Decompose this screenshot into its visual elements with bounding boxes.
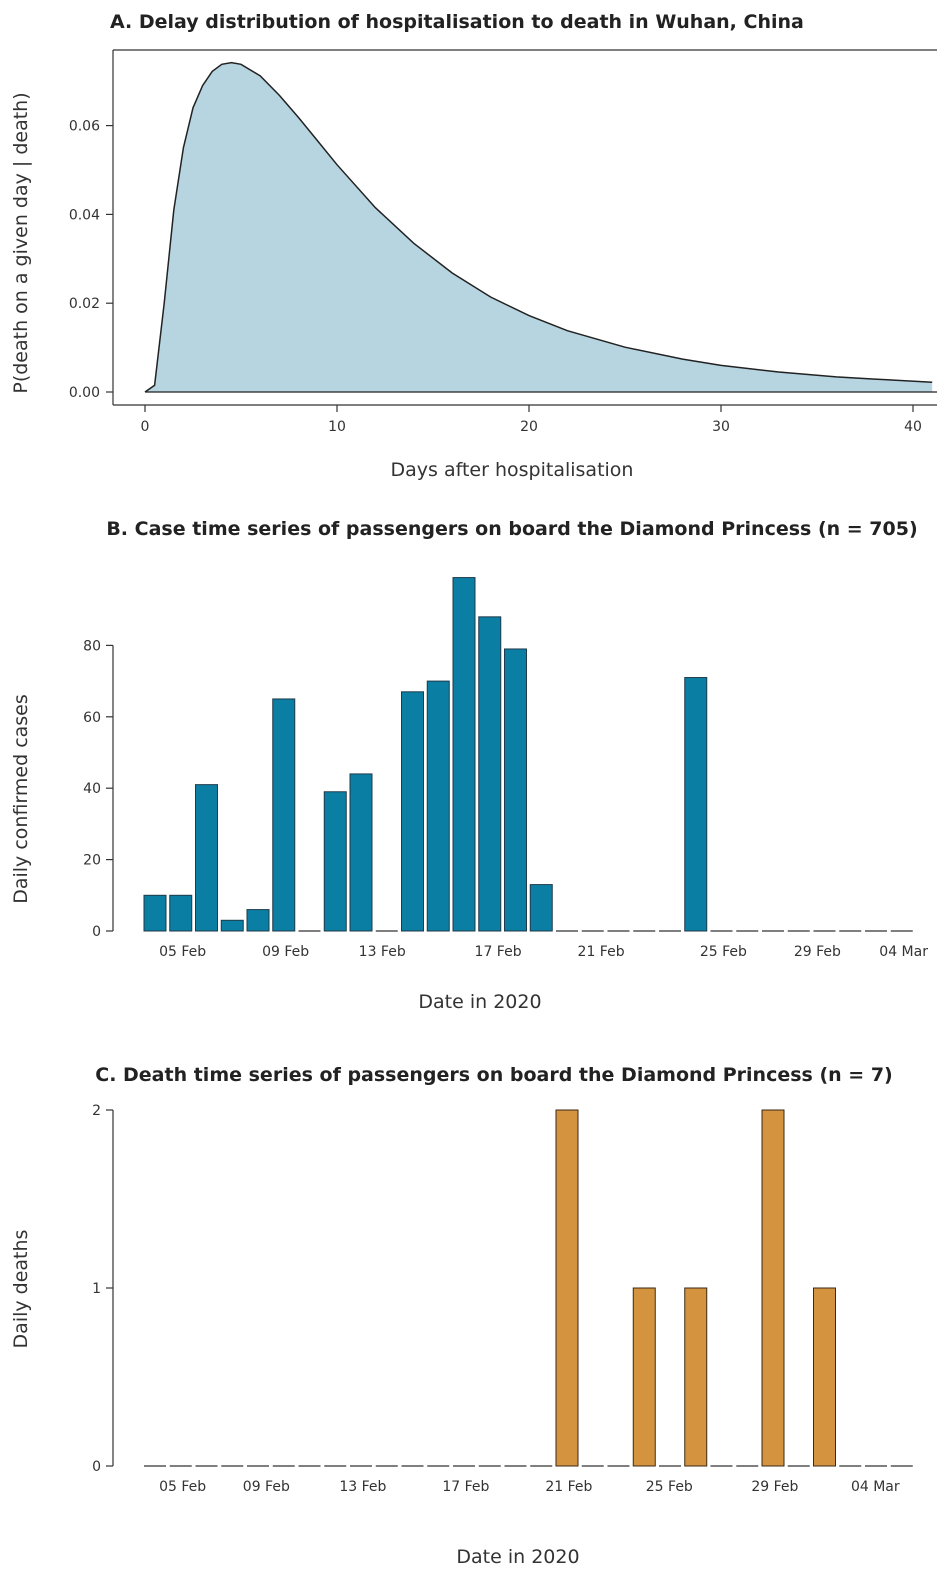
chart-c-x-tick-label: 05 Feb bbox=[159, 1479, 206, 1495]
chart-b-x-tick-label: 25 Feb bbox=[700, 944, 747, 960]
chart-a-x-tick-label: 0 bbox=[141, 419, 150, 435]
chart-a-y-tick-label: 0.06 bbox=[69, 119, 100, 135]
chart-a-density-line bbox=[144, 61, 933, 393]
chart-b-bar bbox=[220, 919, 244, 932]
chart-a-x-tick-label: 10 bbox=[328, 419, 346, 435]
chart-b-bar bbox=[143, 894, 167, 932]
chart-c-y-axis-label: Daily deaths bbox=[10, 1230, 32, 1349]
chart-a-y-axis-label: P(death on a given day | death) bbox=[10, 92, 32, 393]
chart-c-x-tick-label: 25 Feb bbox=[646, 1479, 693, 1495]
chart-b-y-tick-label: 80 bbox=[83, 638, 101, 654]
chart-c-x-axis-label: Date in 2020 bbox=[456, 1546, 579, 1568]
chart-b-x-tick-label: 04 Mar bbox=[879, 944, 928, 960]
chart-b-bar bbox=[195, 784, 218, 932]
chart-b-x-tick-label: 05 Feb bbox=[159, 944, 206, 960]
chart-b-bar bbox=[349, 773, 373, 932]
chart-a-x-axis-label: Days after hospitalisation bbox=[391, 459, 634, 481]
chart-b-x-tick-label: 13 Feb bbox=[359, 944, 406, 960]
chart-a-area-fill bbox=[145, 62, 933, 392]
chart-b-y-tick-label: 60 bbox=[83, 710, 101, 726]
chart-b-bar bbox=[169, 894, 193, 932]
chart-b-title: B. Case time series of passengers on boa… bbox=[106, 518, 917, 540]
chart-b-bar bbox=[401, 691, 424, 932]
chart-b-bar bbox=[246, 909, 270, 932]
chart-c-bar bbox=[555, 1109, 579, 1467]
chart-c-bar bbox=[632, 1287, 656, 1467]
chart-b-y-axis-label: Daily confirmed cases bbox=[10, 694, 32, 904]
chart-b-bar bbox=[323, 791, 347, 932]
chart-b-x-tick-label: 09 Feb bbox=[262, 944, 309, 960]
chart-c-y-tick-label: 2 bbox=[92, 1103, 101, 1119]
chart-c-x-tick-label: 29 Feb bbox=[751, 1479, 798, 1495]
chart-c-title: C. Death time series of passengers on bo… bbox=[95, 1064, 892, 1086]
chart-b-case-time-series: B. Case time series of passengers on boa… bbox=[10, 518, 928, 1013]
chart-c-bar bbox=[761, 1109, 785, 1467]
chart-b-plot-area: 0 20 40 60 80 05 Feb 09 Feb 13 Feb 17 Feb 21 Feb 2… bbox=[83, 577, 928, 960]
chart-c-bar bbox=[684, 1287, 708, 1467]
chart-a-delay-distribution: A. Delay distribution of hospitalisation… bbox=[10, 11, 937, 481]
chart-b-x-tick-label: 21 Feb bbox=[578, 944, 625, 960]
chart-b-bar bbox=[272, 698, 296, 932]
chart-b-y-tick-label: 20 bbox=[83, 853, 101, 869]
chart-c-bar bbox=[813, 1287, 836, 1467]
chart-a-title: A. Delay distribution of hospitalisation… bbox=[110, 11, 804, 33]
chart-c-y-tick-label: 1 bbox=[92, 1281, 101, 1297]
chart-b-y-tick-label: 40 bbox=[83, 781, 101, 797]
chart-b-bar bbox=[529, 884, 553, 932]
chart-c-plot-area: 0 1 2 05 Feb 09 Feb 13 Feb 17 Feb 21 Feb 25 Feb 2… bbox=[92, 1103, 913, 1495]
chart-b-x-axis-label: Date in 2020 bbox=[418, 991, 541, 1013]
chart-b-x-tick-label: 17 Feb bbox=[475, 944, 522, 960]
chart-a-x-tick-label: 30 bbox=[712, 419, 730, 435]
chart-c-y-tick-label: 0 bbox=[92, 1459, 101, 1475]
chart-c-x-tick-label: 09 Feb bbox=[243, 1479, 290, 1495]
chart-b-y-tick-label: 0 bbox=[92, 924, 101, 940]
chart-a-y-tick-label: 0.00 bbox=[69, 385, 100, 401]
chart-c-x-tick-label: 13 Feb bbox=[339, 1479, 386, 1495]
chart-b-bar bbox=[684, 677, 708, 932]
chart-a-x-tick-label: 20 bbox=[520, 419, 538, 435]
chart-a-x-tick-label: 40 bbox=[904, 419, 922, 435]
chart-c-x-tick-label: 04 Mar bbox=[851, 1479, 900, 1495]
chart-b-bar bbox=[478, 616, 502, 932]
chart-b-bar bbox=[504, 648, 527, 932]
chart-c-death-time-series: C. Death time series of passengers on bo… bbox=[10, 1064, 913, 1568]
chart-c-x-tick-label: 21 Feb bbox=[545, 1479, 592, 1495]
chart-c-x-tick-label: 17 Feb bbox=[442, 1479, 489, 1495]
chart-b-bar bbox=[426, 680, 450, 932]
chart-b-x-tick-label: 29 Feb bbox=[794, 944, 841, 960]
chart-a-y-tick-label: 0.04 bbox=[69, 207, 100, 223]
chart-b-bar bbox=[452, 577, 476, 932]
chart-a-y-tick-label: 0.02 bbox=[69, 296, 100, 312]
chart-a-plot-area: 0.00 0.02 0.04 0.06 0 10 20 30 40 bbox=[69, 49, 937, 435]
